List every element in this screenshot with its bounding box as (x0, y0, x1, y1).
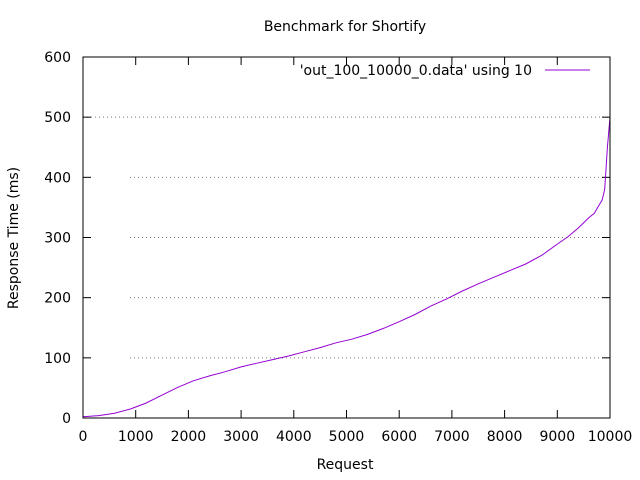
x-tick-label: 10000 (588, 429, 633, 445)
x-tick-label: 9000 (539, 429, 575, 445)
y-tick-label: 200 (44, 291, 71, 307)
x-tick-label: 8000 (487, 429, 523, 445)
y-tick-label: 500 (44, 110, 71, 126)
x-tick-label: 2000 (171, 429, 207, 445)
y-tick-label: 400 (44, 170, 71, 186)
y-axis-label: Response Time (ms) (6, 167, 22, 309)
x-tick-label: 1000 (118, 429, 154, 445)
y-tick-label: 100 (44, 351, 71, 367)
grid-lines (83, 116, 610, 359)
series-line (82, 117, 611, 418)
legend: 'out_100_10000_0.data' using 10 (300, 63, 590, 79)
y-tick-label: 600 (44, 50, 71, 66)
x-tick-label: 3000 (223, 429, 259, 445)
y-tick-label: 300 (44, 231, 71, 247)
x-tick-label: 7000 (434, 429, 470, 445)
x-tick-label: 0 (79, 429, 88, 445)
x-axis-label: Request (317, 457, 374, 473)
legend-label: 'out_100_10000_0.data' using 10 (300, 63, 532, 79)
plot-frame (82, 56, 611, 419)
chart-title: Benchmark for Shortify (264, 19, 426, 35)
y-tick-label: 0 (62, 411, 71, 427)
x-tick-label: 5000 (329, 429, 365, 445)
x-tick-label: 4000 (276, 429, 312, 445)
x-tick-label: 6000 (381, 429, 417, 445)
series-layer (82, 117, 611, 418)
